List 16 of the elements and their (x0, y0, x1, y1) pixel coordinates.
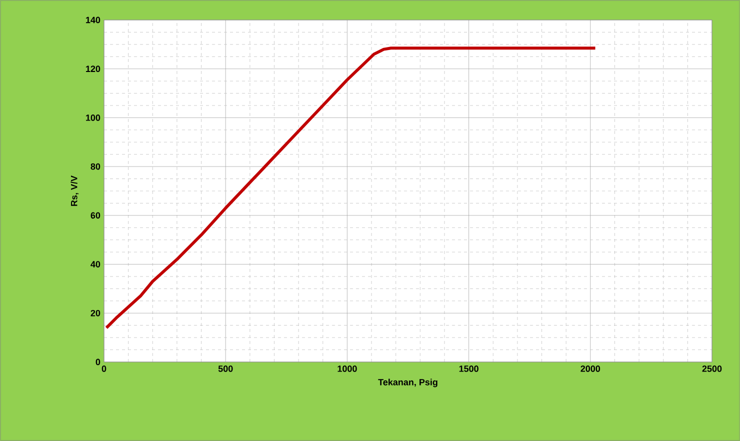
x-tick-label: 2500 (702, 366, 722, 372)
x-tick-label: 1000 (338, 366, 357, 372)
x-tick-label: 1500 (459, 366, 478, 372)
y-tick-label: 100 (86, 114, 100, 121)
y-tick-label: 120 (86, 66, 100, 72)
y-tick-label: 60 (90, 212, 100, 219)
x-tick-label: 0 (102, 366, 106, 372)
y-tick-label: 40 (90, 261, 100, 268)
y-tick-label: 140 (86, 16, 100, 24)
x-axis-title: Tekanan, Psig (378, 378, 438, 388)
y-tick-label: 0 (96, 358, 100, 366)
y-tick-label: 80 (90, 163, 100, 170)
y-tick-label: 20 (90, 310, 100, 316)
y-axis-title: Rs, V/V (70, 176, 79, 206)
x-tick-label: 2000 (580, 366, 600, 372)
x-tick-label: 500 (218, 366, 233, 372)
